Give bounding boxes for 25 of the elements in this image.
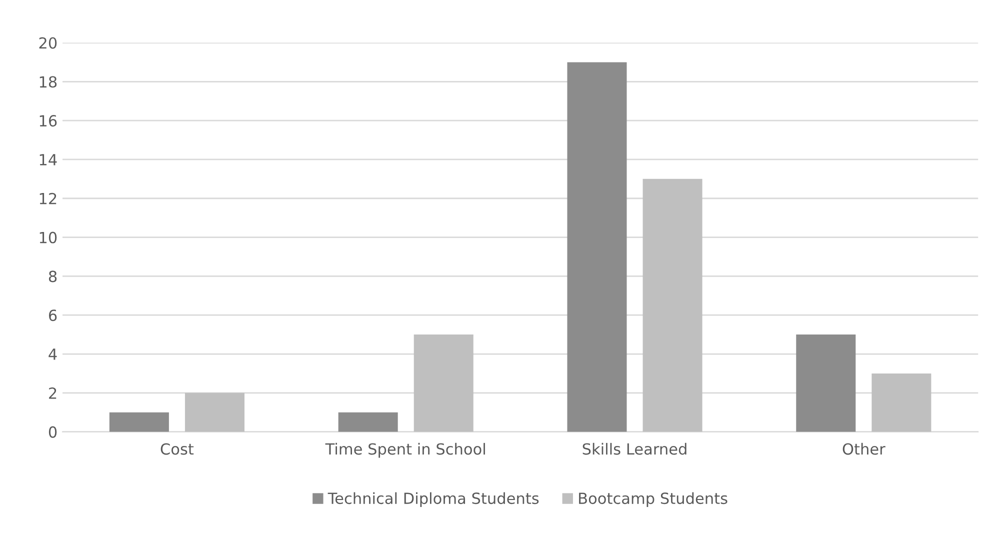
y-tick-label: 20 (39, 37, 57, 49)
bar (414, 334, 474, 432)
y-tick-label: 18 (40, 76, 57, 88)
bar (109, 412, 169, 432)
y-tick-label: 16 (40, 115, 57, 127)
y-tick-label: 0 (48, 426, 57, 438)
x-tick-label: Other (842, 442, 886, 455)
bar (796, 334, 856, 432)
x-tick-label: Cost (160, 443, 194, 455)
y-tick-label: 12 (40, 192, 56, 204)
y-tick-label: 14 (40, 154, 57, 166)
y-tick-label: 8 (48, 270, 57, 282)
bar (338, 412, 398, 432)
legend-label: Bootcamp Students (579, 492, 728, 508)
bar (567, 62, 627, 432)
bar (184, 392, 244, 432)
y-tick-label: 6 (48, 310, 57, 322)
legend-label: Technical Diploma Students (328, 492, 539, 508)
y-tick-label: 4 (48, 348, 57, 360)
y-tick-label: 2 (49, 387, 56, 399)
x-tick-label: Skills Learned (582, 442, 686, 455)
bar (872, 373, 932, 432)
bar (642, 178, 702, 432)
y-tick-label: 10 (40, 232, 57, 244)
x-tick-label: Time Spent in School (325, 442, 485, 458)
